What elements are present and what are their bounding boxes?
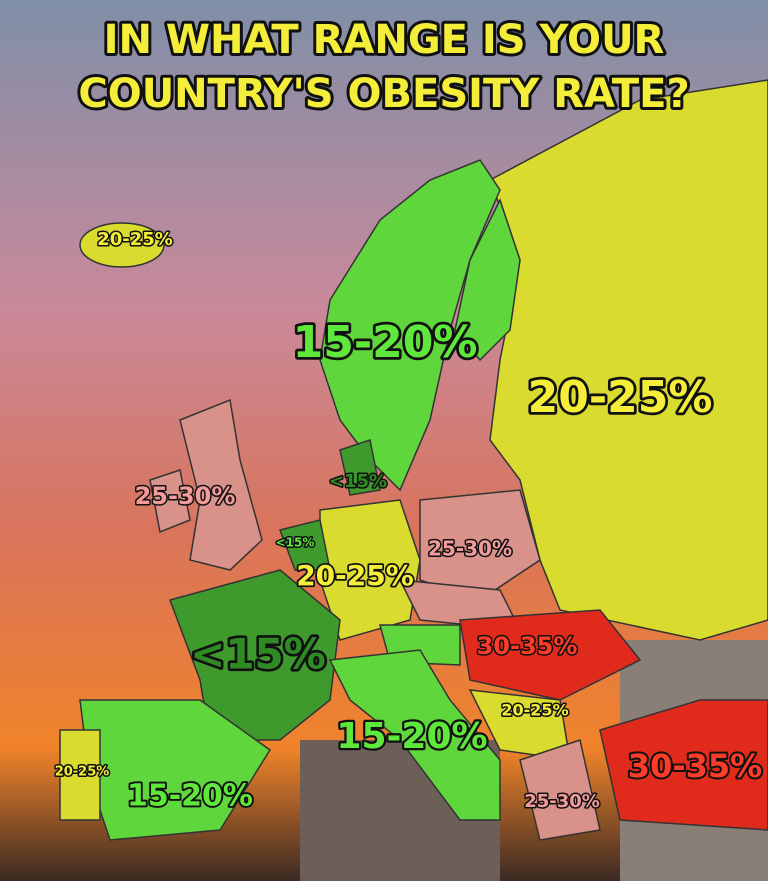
uk [179, 398, 263, 571]
finland [454, 198, 521, 362]
romania [459, 609, 642, 701]
range-label: 20-25% [97, 229, 173, 250]
portugal [59, 729, 101, 821]
italy [328, 649, 501, 821]
range-label: 25-30% [135, 482, 236, 510]
range-label: <15% [329, 471, 387, 492]
range-label: 15-20% [293, 317, 478, 368]
range-label: 30-35% [628, 747, 762, 785]
france [169, 569, 341, 741]
germany [319, 499, 421, 641]
range-label: 20-25% [528, 372, 713, 423]
greece [519, 739, 601, 841]
range-label: 15-20% [127, 779, 253, 814]
range-label: 30-35% [477, 632, 578, 660]
denmark [339, 439, 381, 496]
range-label: 15-20% [336, 716, 487, 757]
east-europe [489, 79, 768, 641]
range-label: 20-25% [296, 559, 414, 592]
range-label: 20-25% [501, 701, 568, 720]
title-line: IN WHAT RANGE IS YOUR [104, 17, 665, 63]
range-label: 25-30% [524, 791, 600, 812]
title-line: COUNTRY'S OBESITY RATE? [78, 71, 689, 117]
range-label: 20-25% [55, 765, 110, 780]
countries [59, 79, 768, 841]
turkey [599, 699, 768, 831]
iceland [79, 222, 165, 268]
labels: 20-25% 15-20% 20-25% 25-30% <15% <15% 25-30% 20… [53, 228, 764, 816]
benelux [279, 519, 331, 571]
scandinavia [319, 159, 501, 492]
range-label: <15% [276, 536, 315, 550]
ireland [149, 469, 191, 534]
range-label: <15% [190, 630, 326, 679]
range-label: 25-30% [428, 537, 512, 561]
poland [419, 489, 541, 601]
